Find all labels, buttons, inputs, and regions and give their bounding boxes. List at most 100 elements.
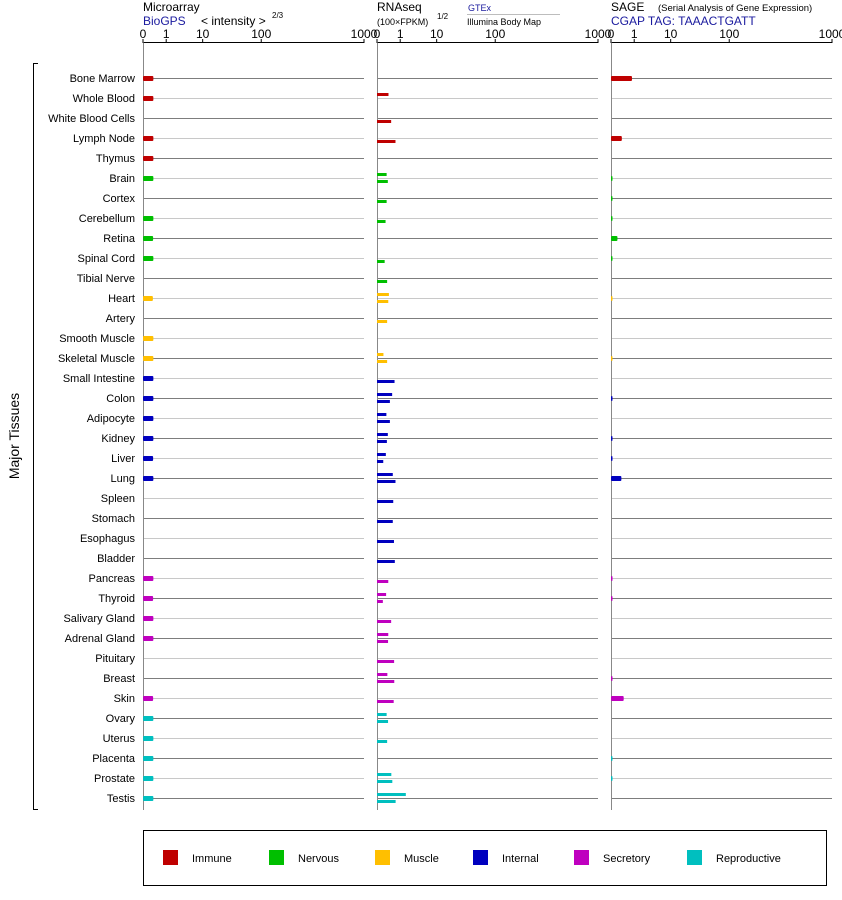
microarray-bar [143, 156, 154, 161]
tissue-label: Placenta [92, 753, 136, 765]
sage-subtitle: (Serial Analysis of Gene Expression) [658, 3, 812, 14]
tissue-label: Adipocyte [87, 413, 135, 425]
sage-bar [611, 176, 613, 181]
rnaseq-illumina-bar [377, 660, 395, 663]
legend-swatch-nervous [269, 850, 284, 865]
tissue-label: Prostate [94, 773, 135, 785]
tissue-label: Kidney [101, 433, 135, 445]
panel-axes: 011010010000110100100001101001000 [140, 27, 842, 810]
microarray-unit-exponent: 2/3 [272, 11, 284, 20]
rnaseq-illumina-bar [377, 420, 390, 423]
legend-swatch-internal [473, 850, 488, 865]
tissue-label: Artery [106, 313, 136, 325]
legend: Immune Nervous Muscle Internal Secretory Repr… [143, 830, 827, 886]
rnaseq-illumina-bar [377, 280, 388, 283]
microarray-bar [143, 436, 154, 441]
rnaseq-illumina-bar [377, 140, 396, 143]
tissue-label: Lymph Node [73, 133, 135, 145]
rnaseq-illumina-bar [377, 640, 389, 643]
tissue-label: Skeletal Muscle [58, 353, 135, 365]
sage-bar [611, 216, 613, 221]
rnaseq-tick-label: 100 [485, 27, 505, 41]
rnaseq-illumina-bar [377, 560, 395, 563]
rnaseq-unit: (100×FPKM) [377, 17, 428, 27]
sage-bar [611, 136, 622, 141]
tissue-group-bracket: Major Tissues [6, 63, 38, 810]
sage-bar [611, 256, 613, 261]
sage-bar [611, 456, 613, 461]
rnaseq-illumina-bar [377, 320, 388, 323]
microarray-bar [143, 596, 154, 601]
legend-label-reproductive: Reproductive [716, 853, 781, 865]
microarray-bar [143, 736, 154, 741]
rnaseq-gtex-bar [377, 393, 393, 396]
microarray-bar [143, 476, 154, 481]
tissue-label: Smooth Muscle [59, 333, 135, 345]
tissue-label: Tibial Nerve [77, 273, 135, 285]
rnaseq-illumina-bar [377, 800, 396, 803]
rnaseq-gtex-bar [377, 173, 387, 176]
rnaseq-gtex-bar [377, 433, 388, 436]
rnaseq-gtex-bar [377, 93, 389, 96]
microarray-bar [143, 76, 154, 81]
microarray-tick-label: 0 [140, 27, 147, 41]
rnaseq-gtex-bar [377, 713, 387, 716]
row-gridlines [143, 78, 832, 799]
sage-bar [611, 676, 613, 681]
rnaseq-illumina-bar [377, 500, 394, 503]
rnaseq-unit-exponent: 1/2 [437, 12, 449, 21]
rnaseq-gtex-bar [377, 773, 392, 776]
tissue-label: Whole Blood [73, 93, 135, 105]
tissue-label: Adrenal Gland [65, 633, 135, 645]
tissue-label: Retina [103, 233, 136, 245]
sage-header: SAGE (Serial Analysis of Gene Expression… [611, 0, 812, 28]
tissue-label: Ovary [106, 713, 136, 725]
rnaseq-illumina-bar [377, 580, 389, 583]
tissue-group-label: Major Tissues [6, 393, 22, 479]
microarray-bar [143, 376, 154, 381]
microarray-unit: < intensity > [201, 14, 266, 28]
sage-bar [611, 76, 632, 81]
tissue-label: Brain [109, 173, 135, 185]
tissue-label: Pituitary [95, 653, 135, 665]
tissue-label: Skin [114, 693, 135, 705]
microarray-bar [143, 716, 154, 721]
rnaseq-header: RNAseq (100×FPKM) 1/2 GTEx Illumina Body… [377, 0, 560, 27]
rnaseq-illumina-bar [377, 300, 389, 303]
microarray-bar [143, 236, 154, 241]
microarray-bar [143, 396, 154, 401]
tissue-labels: Bone Marrow Whole Blood White Blood Cells L… [48, 73, 136, 805]
sage-bar [611, 196, 613, 201]
sage-tick-label: 100 [719, 27, 739, 41]
tissue-label: Spinal Cord [78, 253, 135, 265]
tissue-label: Bladder [97, 553, 135, 565]
rnaseq-tick-label: 1000 [585, 27, 612, 41]
microarray-bar [143, 636, 154, 641]
microarray-bar [143, 616, 154, 621]
rnaseq-gtex-bar [377, 293, 389, 296]
rnaseq-source-gtex: GTEx [468, 3, 492, 13]
tissue-label: Cortex [103, 193, 136, 205]
expression-bars [143, 76, 632, 803]
tissue-label: Liver [111, 453, 135, 465]
tissue-label: Small Intestine [63, 373, 135, 385]
microarray-bar [143, 176, 154, 181]
rnaseq-illumina-bar [377, 380, 395, 383]
sage-tick-label: 1 [631, 27, 638, 41]
sage-tick-label: 0 [608, 27, 615, 41]
legend-swatch-reproductive [687, 850, 702, 865]
tissue-label: Colon [106, 393, 135, 405]
rnaseq-illumina-bar [377, 200, 387, 203]
legend-label-nervous: Nervous [298, 853, 339, 865]
rnaseq-illumina-bar [377, 260, 385, 263]
rnaseq-gtex-bar [377, 633, 389, 636]
sage-tick-label: 1000 [819, 27, 842, 41]
microarray-bar [143, 796, 154, 801]
rnaseq-tick-label: 0 [374, 27, 381, 41]
legend-box [143, 830, 827, 886]
rnaseq-illumina-bar [377, 780, 393, 783]
rnaseq-gtex-bar [377, 473, 393, 476]
microarray-bar [143, 696, 154, 701]
rnaseq-illumina-bar [377, 220, 386, 223]
